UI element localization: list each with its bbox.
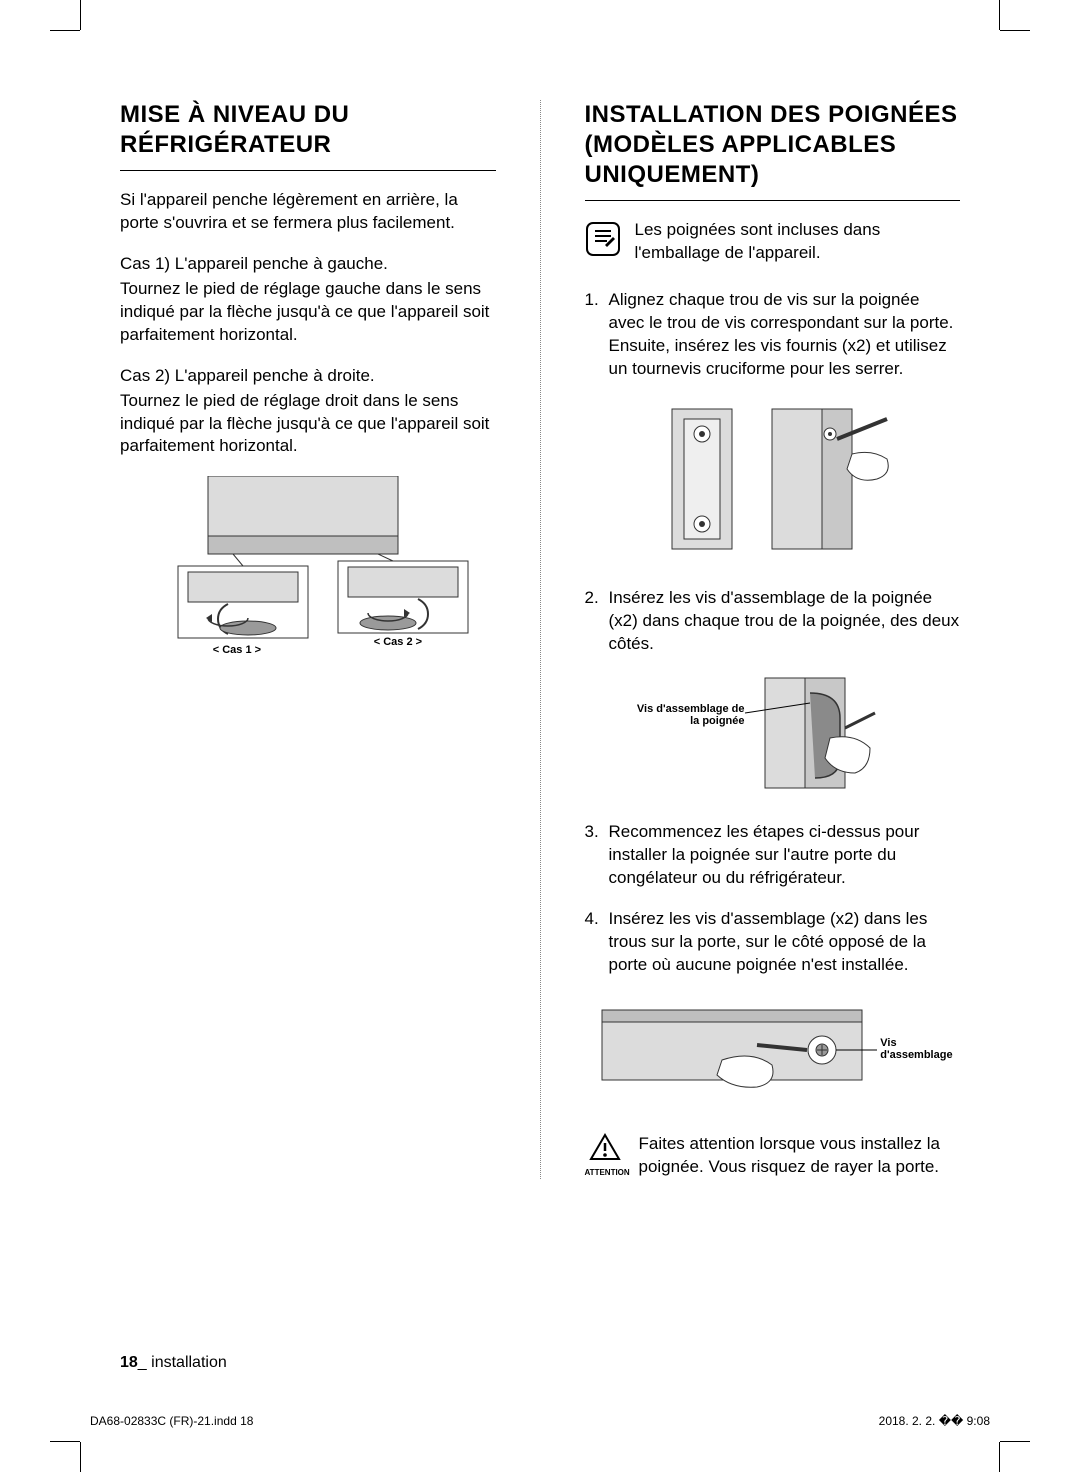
section-title-left: MISE À NIVEAU DU RÉFRIGÉRATEUR (120, 100, 496, 160)
step-2: Insérez les vis d'assemblage de la poign… (585, 587, 961, 656)
case1-label: Cas 1) L'appareil penche à gauche. (120, 253, 496, 276)
page-content: MISE À NIVEAU DU RÉFRIGÉRATEUR Si l'appa… (120, 100, 960, 1392)
figure-step1 (652, 399, 892, 559)
print-meta-left: DA68-02833C (FR)-21.indd 18 (90, 1414, 253, 1428)
crop-mark (999, 0, 1000, 30)
title-rule (585, 200, 961, 201)
steps-list-3: Recommencez les étapes ci-dessus pour in… (585, 821, 961, 977)
left-column: MISE À NIVEAU DU RÉFRIGÉRATEUR Si l'appa… (120, 100, 496, 1179)
steps-list-2: Insérez les vis d'assemblage de la poign… (585, 587, 961, 656)
step-4: Insérez les vis d'assemblage (x2) dans l… (585, 908, 961, 977)
steps-list: Alignez chaque trou de vis sur la poigné… (585, 289, 961, 381)
fig2-label: Vis d'assemblage de la poignée (635, 703, 745, 727)
right-column: INSTALLATION DES POIGNÉES (MODÈLES APPLI… (585, 100, 961, 1179)
intro-text: Si l'appareil penche légèrement en arriè… (120, 189, 496, 235)
attention-text: Faites attention lorsque vous installez … (639, 1133, 961, 1179)
attention-block: ATTENTION Faites attention lorsque vous … (585, 1133, 961, 1179)
page-footer: 18_ installation (120, 1354, 227, 1372)
figure-step2: Vis d'assemblage de la poignée (645, 673, 925, 793)
case2-body: Tournez le pied de réglage droit dans le… (120, 390, 496, 459)
case2-label: Cas 2) L'appareil penche à droite. (120, 365, 496, 388)
fig3-label: Vis d'assemblage (880, 1037, 960, 1061)
step-3: Recommencez les étapes ci-dessus pour in… (585, 821, 961, 890)
note-icon (585, 221, 621, 257)
attention-caption: ATTENTION (585, 1168, 625, 1177)
crop-mark (50, 30, 80, 31)
print-meta-right: 2018. 2. 2. �� 9:08 (879, 1414, 990, 1428)
fig-caption-case2: < Cas 2 > (374, 636, 422, 648)
crop-mark (80, 0, 81, 30)
case1-body: Tournez le pied de réglage gauche dans l… (120, 278, 496, 347)
footer-section: _ installation (138, 1354, 227, 1371)
crop-mark (50, 1441, 80, 1442)
figure-levelling: < Cas 1 > < Cas 2 > (138, 476, 478, 656)
attention-icon: ATTENTION (585, 1133, 625, 1177)
figure-step4: Vis d'assemblage (592, 995, 952, 1105)
title-rule (120, 170, 496, 171)
crop-mark (80, 1442, 81, 1472)
page-number: 18 (120, 1354, 138, 1371)
note-text: Les poignées sont incluses dans l'emball… (635, 219, 961, 265)
fig-caption-case1: < Cas 1 > (213, 644, 261, 656)
crop-mark (999, 1442, 1000, 1472)
column-divider (540, 100, 541, 1179)
note-block: Les poignées sont incluses dans l'emball… (585, 219, 961, 265)
crop-mark (1000, 1441, 1030, 1442)
crop-mark (1000, 30, 1030, 31)
step-1: Alignez chaque trou de vis sur la poigné… (585, 289, 961, 381)
section-title-right: INSTALLATION DES POIGNÉES (MODÈLES APPLI… (585, 100, 961, 190)
